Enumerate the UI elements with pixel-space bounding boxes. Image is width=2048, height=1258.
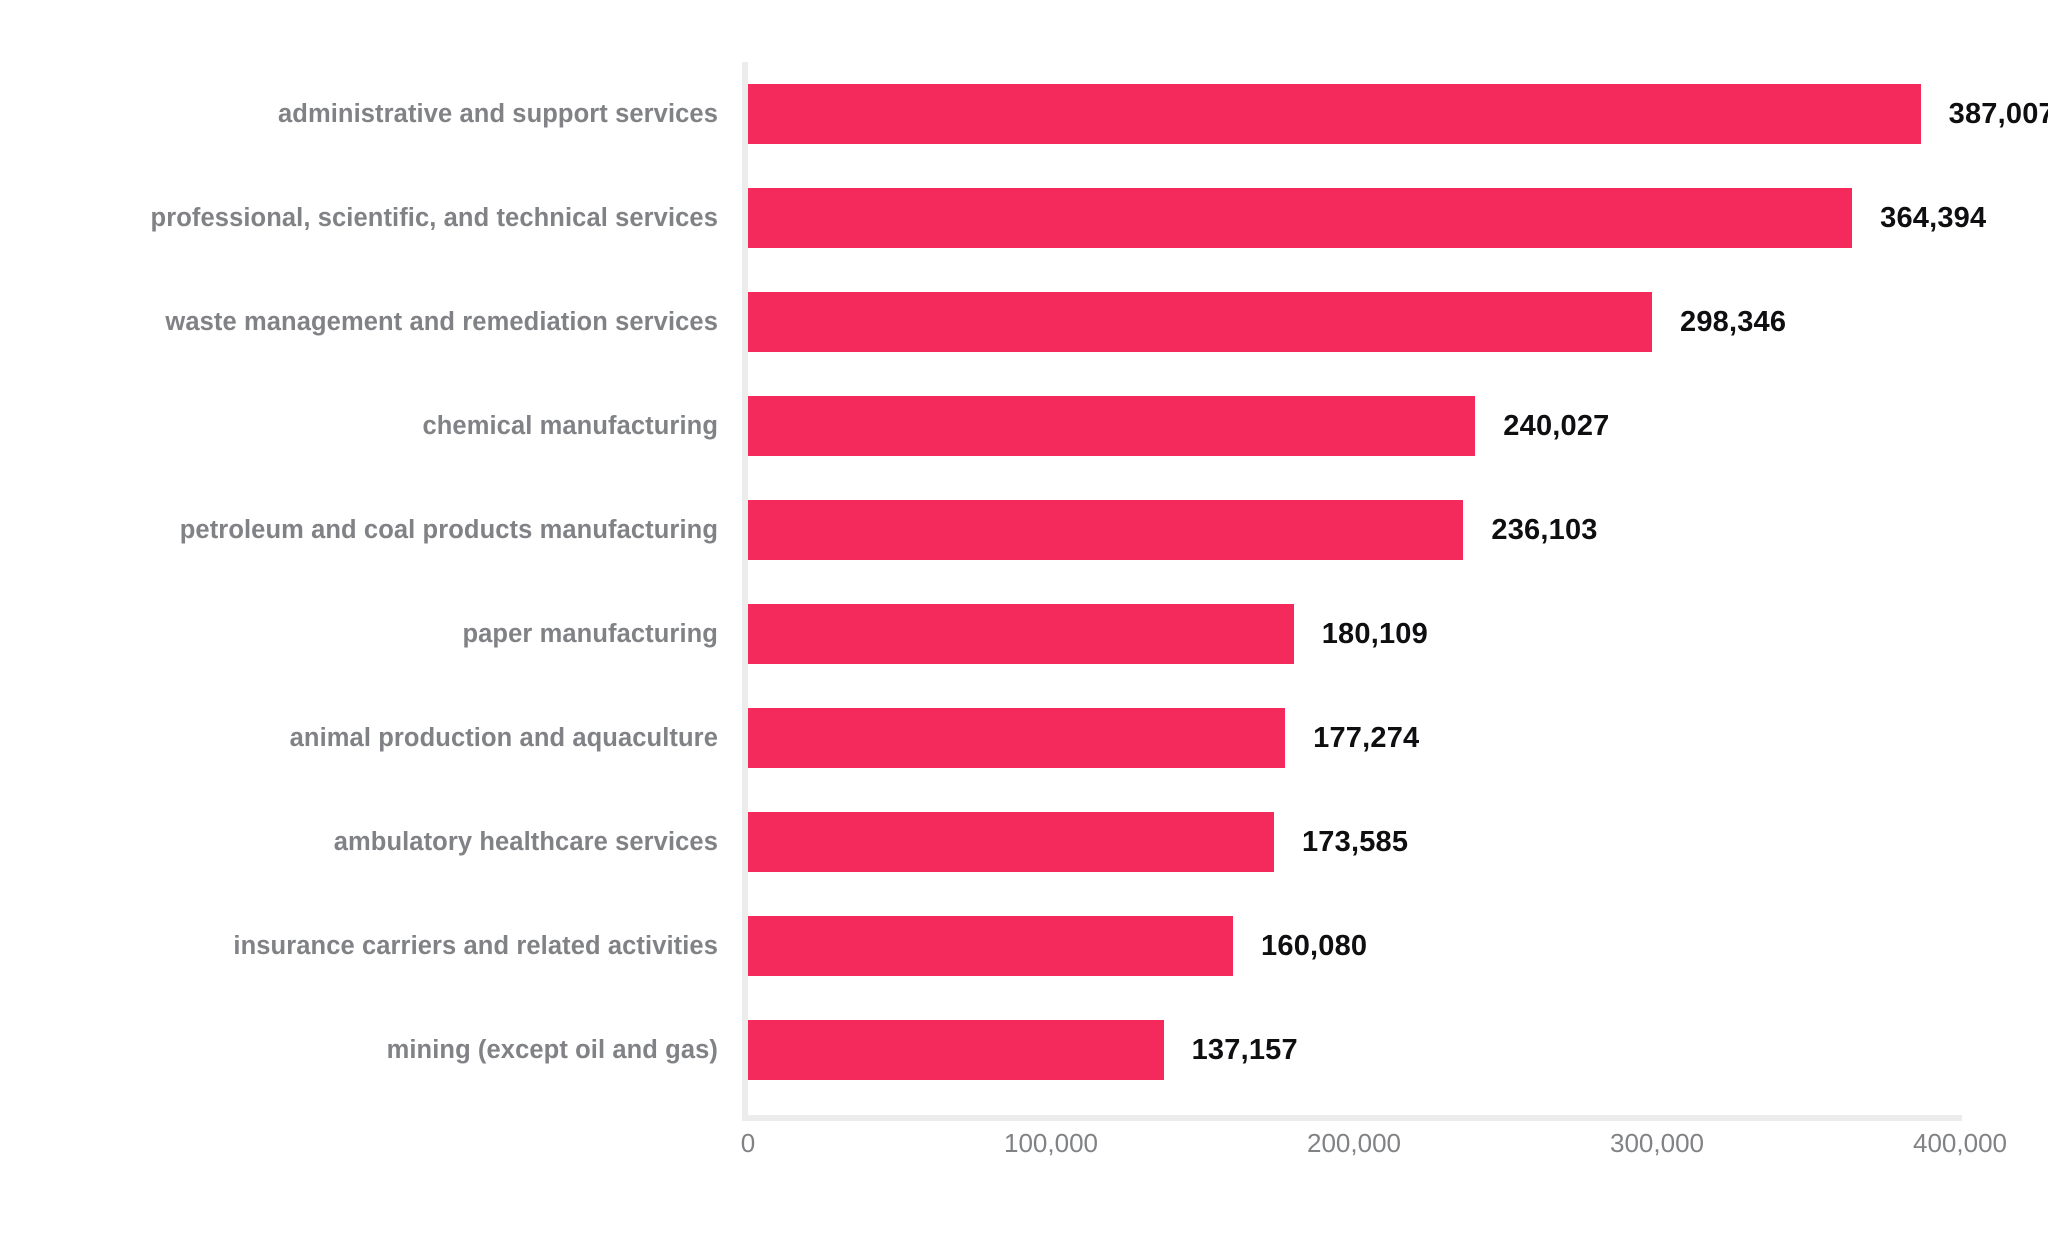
- x-axis-ticks: 0 100,000 200,000 300,000 400,000: [0, 1128, 2048, 1174]
- category-label: waste management and remediation service…: [165, 307, 718, 336]
- bar[interactable]: [748, 292, 1652, 352]
- bar-value-label: 137,157: [1191, 1033, 1298, 1066]
- category-label: paper manufacturing: [462, 619, 718, 648]
- bar-track: 240,027: [748, 396, 2048, 456]
- bar-track: 298,346: [748, 292, 2048, 352]
- bar[interactable]: [748, 604, 1294, 664]
- bar-row: chemical manufacturing 240,027: [0, 374, 2048, 478]
- bar[interactable]: [748, 708, 1286, 768]
- bar-row: waste management and remediation service…: [0, 270, 2048, 374]
- category-label: chemical manufacturing: [422, 411, 718, 440]
- bar[interactable]: [748, 916, 1234, 976]
- bar-track: 177,274: [748, 708, 2048, 768]
- y-axis-line: [742, 62, 748, 1121]
- bar-value-label: 387,007: [1948, 97, 2048, 130]
- bar-rows: administrative and support services 387,0…: [0, 62, 2048, 1102]
- bar-track: 364,394: [748, 188, 2048, 248]
- bar-value-label: 160,080: [1261, 929, 1368, 962]
- x-axis-tick-label: 400,000: [1913, 1128, 2007, 1158]
- bar-row: petroleum and coal products manufacturin…: [0, 478, 2048, 582]
- bar-row: professional, scientific, and technical …: [0, 166, 2048, 270]
- x-axis-tick-label: 100,000: [1004, 1128, 1098, 1158]
- x-axis-tick-label: 300,000: [1610, 1128, 1704, 1158]
- category-label: petroleum and coal products manufacturin…: [179, 515, 718, 544]
- bar-value-label: 240,027: [1503, 409, 1610, 442]
- x-axis-tick-label: 200,000: [1307, 1128, 1401, 1158]
- bar[interactable]: [748, 84, 1921, 144]
- category-label: insurance carriers and related activitie…: [233, 931, 718, 960]
- x-axis-line: [742, 1115, 1962, 1121]
- bar-value-label: 173,585: [1301, 825, 1409, 858]
- bar-row: ambulatory healthcare services 173,585: [0, 790, 2048, 894]
- bar-row: animal production and aquaculture 177,274: [0, 686, 2048, 790]
- bar-row: mining (except oil and gas) 137,157: [0, 998, 2048, 1102]
- category-label: animal production and aquaculture: [289, 723, 718, 752]
- bar-track: 236,103: [748, 500, 2048, 560]
- bar[interactable]: [748, 396, 1476, 456]
- category-label: administrative and support services: [278, 99, 718, 128]
- category-label: professional, scientific, and technical …: [150, 203, 718, 232]
- category-label: ambulatory healthcare services: [333, 827, 718, 856]
- bar-track: 173,585: [748, 812, 2048, 872]
- bar[interactable]: [748, 500, 1464, 560]
- bar-track: 387,007: [748, 84, 2048, 144]
- bar[interactable]: [748, 812, 1274, 872]
- bar-track: 180,109: [748, 604, 2048, 664]
- x-axis-tick-label: 0: [740, 1128, 756, 1158]
- bar-value-label: 298,346: [1679, 305, 1787, 338]
- category-label: mining (except oil and gas): [386, 1035, 718, 1064]
- bar-value-label: 236,103: [1491, 513, 1598, 546]
- bar[interactable]: [748, 1020, 1164, 1080]
- bar-row: administrative and support services 387,0…: [0, 62, 2048, 166]
- bar-row: paper manufacturing 180,109: [0, 582, 2048, 686]
- bar-row: insurance carriers and related activitie…: [0, 894, 2048, 998]
- bar-value-label: 177,274: [1313, 721, 1420, 754]
- bar[interactable]: [748, 188, 1853, 248]
- bar-track: 137,157: [748, 1020, 2048, 1080]
- bar-value-label: 180,109: [1321, 617, 1428, 650]
- bar-track: 160,080: [748, 916, 2048, 976]
- bar-value-label: 364,394: [1880, 201, 1987, 234]
